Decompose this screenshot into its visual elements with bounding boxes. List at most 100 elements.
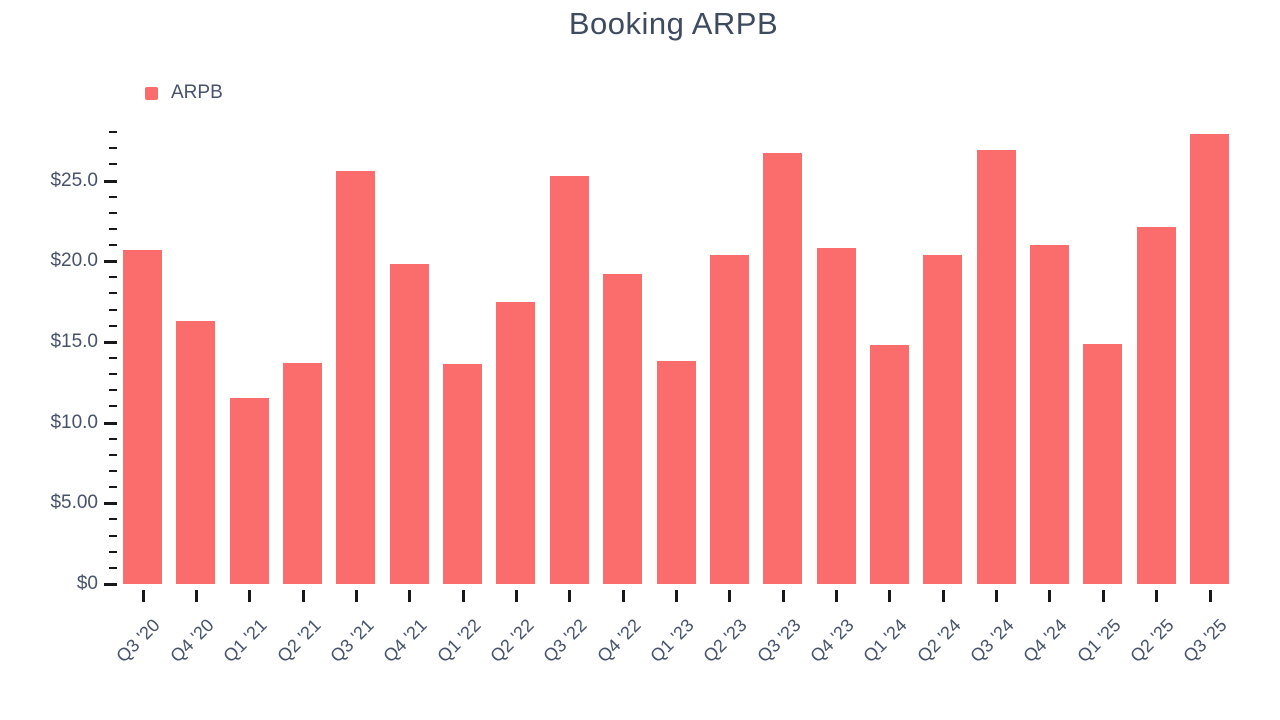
y-axis-major-tick <box>104 422 117 425</box>
x-axis-label: Q2 '21 <box>272 615 325 667</box>
x-axis-label: Q3 '22 <box>538 615 591 667</box>
x-axis-label: Q2 '24 <box>912 615 965 667</box>
bar[interactable] <box>1190 134 1229 584</box>
y-axis-minor-tick <box>109 196 117 198</box>
bar[interactable] <box>283 363 322 584</box>
x-axis-label: Q1 '21 <box>218 615 271 667</box>
y-axis-minor-tick <box>109 309 117 311</box>
x-axis-tick <box>1102 590 1105 602</box>
x-axis-label: Q3 '23 <box>752 615 805 667</box>
y-axis-minor-tick <box>109 551 117 553</box>
y-axis-minor-tick <box>109 405 117 407</box>
x-axis-tick <box>302 590 305 602</box>
x-axis-tick <box>568 590 571 602</box>
x-axis-label: Q3 '25 <box>1178 615 1231 667</box>
bar[interactable] <box>603 274 642 584</box>
y-axis-minor-tick <box>109 325 117 327</box>
x-axis-tick <box>782 590 785 602</box>
x-axis-tick <box>942 590 945 602</box>
x-axis-label: Q4 '20 <box>165 615 218 667</box>
x-axis-tick <box>195 590 198 602</box>
y-axis-minor-tick <box>109 373 117 375</box>
x-axis-label: Q1 '22 <box>432 615 485 667</box>
bar[interactable] <box>1083 344 1122 584</box>
y-axis-minor-tick <box>109 486 117 488</box>
x-axis-tick <box>355 590 358 602</box>
bar[interactable] <box>230 398 269 584</box>
y-axis-minor-tick <box>109 228 117 230</box>
bar[interactable] <box>123 250 162 584</box>
y-axis-minor-tick <box>109 454 117 456</box>
x-axis-tick <box>515 590 518 602</box>
y-axis-minor-tick <box>109 147 117 149</box>
bar[interactable] <box>496 302 535 584</box>
x-axis-label: Q3 '20 <box>111 615 164 667</box>
legend-swatch-icon <box>145 86 158 100</box>
x-axis-tick <box>995 590 998 602</box>
bar[interactable] <box>443 364 482 584</box>
bar[interactable] <box>923 255 962 584</box>
x-axis-label: Q2 '25 <box>1125 615 1178 667</box>
x-axis-label: Q2 '23 <box>698 615 751 667</box>
y-axis-label: $0 <box>76 573 98 594</box>
x-axis-tick <box>675 590 678 602</box>
y-axis-label: $20.0 <box>50 250 98 271</box>
y-axis-major-tick <box>104 180 117 183</box>
bar[interactable] <box>657 361 696 584</box>
legend-label: ARPB <box>171 82 223 103</box>
y-axis-minor-tick <box>109 389 117 391</box>
y-axis-label: $25.0 <box>50 170 98 191</box>
bar[interactable] <box>870 345 909 584</box>
x-axis-tick <box>408 590 411 602</box>
x-axis-tick <box>728 590 731 602</box>
y-axis-minor-tick <box>109 470 117 472</box>
bar[interactable] <box>550 176 589 584</box>
x-axis-label: Q4 '21 <box>378 615 431 667</box>
bar[interactable] <box>176 321 215 584</box>
x-axis-label: Q4 '24 <box>1018 615 1071 667</box>
x-axis-tick <box>142 590 145 602</box>
y-axis-minor-tick <box>109 567 117 569</box>
bar[interactable] <box>763 153 802 584</box>
x-axis-label: Q4 '23 <box>805 615 858 667</box>
y-axis-label: $10.0 <box>50 412 98 433</box>
x-axis-label: Q4 '22 <box>592 615 645 667</box>
y-axis-minor-tick <box>109 357 117 359</box>
x-axis-tick <box>835 590 838 602</box>
y-axis-minor-tick <box>109 518 117 520</box>
x-axis-label: Q1 '24 <box>858 615 911 667</box>
y-axis-major-tick <box>104 260 117 263</box>
y-axis-minor-tick <box>109 276 117 278</box>
y-axis-minor-tick <box>109 535 117 537</box>
y-axis-label: $5.00 <box>50 492 98 513</box>
x-axis-label: Q2 '22 <box>485 615 538 667</box>
bar[interactable] <box>390 264 429 584</box>
chart-title: Booking ARPB <box>568 6 779 41</box>
y-axis-major-tick <box>104 341 117 344</box>
bar[interactable] <box>977 150 1016 584</box>
x-axis-tick <box>622 590 625 602</box>
x-axis-label: Q3 '24 <box>965 615 1018 667</box>
y-axis-major-tick <box>104 583 117 586</box>
y-axis-minor-tick <box>109 212 117 214</box>
bar[interactable] <box>710 255 749 584</box>
y-axis-minor-tick <box>109 438 117 440</box>
bar[interactable] <box>1030 245 1069 584</box>
x-axis-tick <box>248 590 251 602</box>
y-axis-minor-tick <box>109 292 117 294</box>
x-axis-label: Q1 '25 <box>1072 615 1125 667</box>
bar[interactable] <box>336 171 375 584</box>
x-axis-label: Q1 '23 <box>645 615 698 667</box>
legend-item-arpb[interactable]: ARPB <box>145 82 223 104</box>
bar[interactable] <box>817 248 856 584</box>
x-axis-tick <box>462 590 465 602</box>
y-axis-minor-tick <box>109 163 117 165</box>
y-axis-minor-tick <box>109 131 117 133</box>
y-axis-minor-tick <box>109 244 117 246</box>
x-axis-tick <box>1155 590 1158 602</box>
bar[interactable] <box>1137 227 1176 584</box>
x-axis-tick <box>1209 590 1212 602</box>
y-axis-major-tick <box>104 502 117 505</box>
